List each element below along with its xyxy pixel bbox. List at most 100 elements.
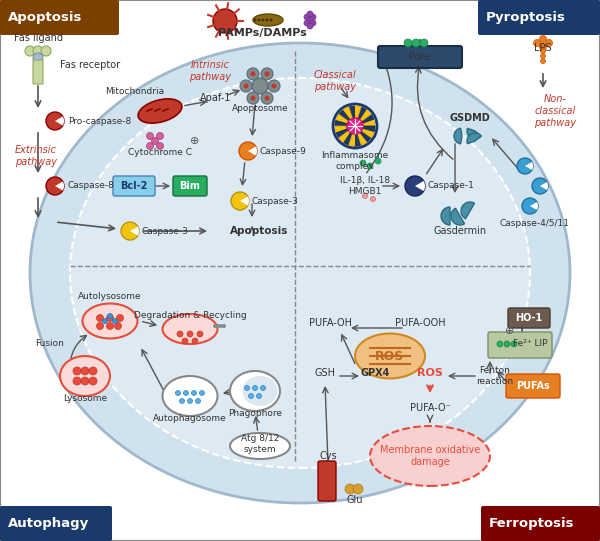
Wedge shape (349, 106, 355, 126)
Wedge shape (343, 107, 355, 126)
Ellipse shape (370, 426, 490, 486)
Ellipse shape (163, 376, 218, 416)
Circle shape (307, 17, 313, 23)
Circle shape (213, 9, 237, 33)
Wedge shape (530, 202, 538, 210)
Text: PUFA-OOH: PUFA-OOH (395, 318, 445, 328)
Circle shape (222, 324, 226, 328)
Circle shape (497, 341, 503, 347)
Wedge shape (355, 107, 366, 126)
Circle shape (371, 196, 376, 201)
Wedge shape (355, 126, 361, 146)
Circle shape (73, 367, 81, 375)
Circle shape (240, 80, 252, 92)
Circle shape (360, 160, 366, 166)
Circle shape (146, 142, 154, 149)
Circle shape (177, 331, 183, 337)
Circle shape (251, 71, 256, 76)
Circle shape (107, 314, 113, 321)
Ellipse shape (83, 304, 137, 339)
FancyBboxPatch shape (0, 0, 119, 35)
Text: Caspase-3: Caspase-3 (252, 196, 299, 206)
Circle shape (199, 391, 205, 395)
Circle shape (151, 137, 158, 144)
Text: Bcl-2: Bcl-2 (121, 181, 148, 191)
FancyBboxPatch shape (378, 46, 462, 68)
Wedge shape (355, 126, 374, 138)
Text: Cytochrome C: Cytochrome C (128, 148, 192, 157)
Ellipse shape (60, 356, 110, 396)
Text: Degradation & Recycling: Degradation & Recycling (134, 312, 247, 320)
Circle shape (412, 39, 420, 47)
Circle shape (97, 314, 104, 321)
Wedge shape (355, 119, 375, 126)
Text: Fas ligand: Fas ligand (14, 33, 62, 43)
Circle shape (81, 367, 89, 375)
Text: Membrane oxidative
damage: Membrane oxidative damage (380, 445, 480, 467)
Wedge shape (339, 126, 355, 143)
Text: Autophagy: Autophagy (8, 518, 89, 531)
Circle shape (73, 377, 81, 385)
Ellipse shape (163, 314, 218, 344)
Circle shape (404, 39, 412, 47)
Circle shape (347, 118, 363, 134)
Circle shape (191, 391, 197, 395)
Circle shape (304, 14, 310, 20)
Circle shape (545, 39, 553, 47)
Circle shape (247, 92, 259, 104)
Wedge shape (441, 207, 450, 225)
Circle shape (265, 18, 269, 22)
Circle shape (271, 83, 277, 89)
Text: Caspase-3: Caspase-3 (142, 227, 189, 235)
Circle shape (46, 112, 64, 130)
Text: Gasdermin: Gasdermin (433, 226, 487, 236)
Text: Pore: Pore (409, 52, 431, 62)
Text: LPS: LPS (534, 43, 552, 53)
Circle shape (116, 314, 124, 321)
Wedge shape (454, 128, 462, 144)
Circle shape (121, 222, 139, 240)
Circle shape (260, 386, 265, 391)
Circle shape (254, 18, 257, 22)
Circle shape (248, 393, 254, 399)
Text: Lysosome: Lysosome (63, 394, 107, 403)
Text: PUFAs: PUFAs (516, 381, 550, 391)
Circle shape (541, 43, 545, 49)
Circle shape (245, 386, 250, 391)
Text: Caspase-8: Caspase-8 (68, 181, 115, 190)
FancyBboxPatch shape (173, 176, 207, 196)
Wedge shape (335, 126, 355, 133)
Text: Fusion: Fusion (35, 339, 64, 348)
Circle shape (107, 313, 113, 319)
Circle shape (541, 54, 545, 58)
Circle shape (532, 178, 548, 194)
Text: Glu: Glu (347, 495, 363, 505)
Text: Apaf-1: Apaf-1 (200, 93, 232, 103)
Circle shape (539, 36, 547, 43)
Circle shape (247, 68, 259, 80)
Wedge shape (55, 116, 64, 126)
FancyBboxPatch shape (481, 506, 600, 541)
Text: PAMPs/DAMPs: PAMPs/DAMPs (218, 28, 307, 38)
Wedge shape (130, 227, 139, 235)
Text: PUFA-OH: PUFA-OH (308, 318, 352, 328)
Circle shape (541, 49, 545, 54)
Wedge shape (467, 128, 481, 139)
Circle shape (261, 68, 273, 80)
Circle shape (113, 319, 118, 324)
FancyBboxPatch shape (488, 332, 552, 358)
Text: ROS: ROS (417, 368, 443, 378)
Text: Caspase-1: Caspase-1 (428, 181, 475, 190)
Circle shape (353, 484, 363, 494)
Circle shape (251, 96, 256, 101)
Wedge shape (355, 126, 371, 142)
Ellipse shape (230, 433, 290, 459)
Wedge shape (355, 106, 361, 126)
FancyBboxPatch shape (33, 60, 43, 84)
Wedge shape (355, 114, 374, 126)
Circle shape (213, 324, 217, 328)
Wedge shape (355, 126, 367, 145)
Circle shape (405, 176, 425, 196)
Text: Pro-caspase-8: Pro-caspase-8 (68, 116, 131, 126)
Circle shape (533, 39, 541, 47)
